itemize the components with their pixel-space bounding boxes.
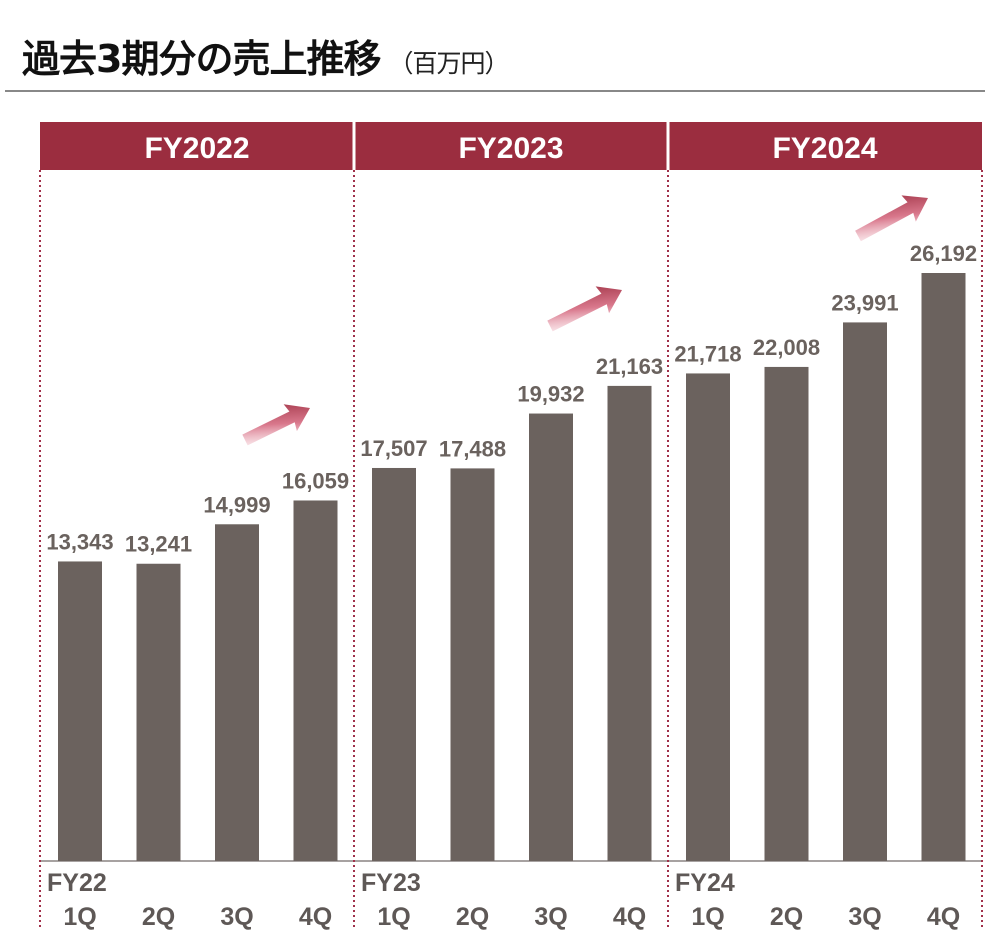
quarter-tick-label: 3Q [848,903,881,931]
year-header-label: FY2024 [772,132,877,165]
unit-label: （百万円） [388,49,509,78]
title-text: 過去3期分の売上推移 [22,37,381,81]
bar [215,524,259,861]
growth-arrow-icon [855,195,928,242]
quarter-tick-label: 2Q [456,903,489,931]
growth-arrow-icon [547,286,622,332]
quarter-tick-label: 1Q [63,903,96,931]
quarter-tick-label: 3Q [220,903,253,931]
year-header-label: FY2022 [144,132,249,165]
bar [529,413,573,861]
data-label: 17,507 [360,436,427,461]
year-header [669,122,982,170]
quarter-tick-label: 1Q [691,903,724,931]
year-axis-label: FY24 [675,869,735,897]
bar [293,500,338,861]
page-title: 過去3期分の売上推移 （百万円） [22,28,509,83]
quarter-tick-label: 4Q [927,903,960,931]
quarter-tick-label: 2Q [142,903,175,931]
year-axis-label: FY22 [47,869,107,897]
year-header [355,122,668,170]
growth-arrow-icon [242,404,311,446]
data-label: 23,991 [831,290,898,315]
data-label: 21,163 [596,354,663,379]
data-label: 22,008 [753,335,820,360]
bar [921,273,966,861]
data-label: 14,999 [203,492,270,517]
quarter-tick-label: 3Q [534,903,567,931]
quarter-tick-label: 2Q [770,903,803,931]
data-label: 13,343 [46,529,113,554]
bar [686,373,730,861]
quarter-tick-label: 4Q [299,903,332,931]
quarter-tick-label: 1Q [377,903,410,931]
bar [372,467,416,861]
data-label: 16,059 [282,468,349,493]
bar [136,563,181,861]
quarter-tick-label: 4Q [613,903,646,931]
year-axis-label: FY23 [361,869,421,897]
bar [450,468,495,861]
bar [607,385,652,861]
bar [843,322,887,861]
data-label: 13,241 [125,532,192,557]
title-divider [5,90,985,92]
bar [764,366,809,861]
data-label: 21,718 [674,341,741,366]
year-header [40,122,354,170]
data-label: 26,192 [910,241,977,266]
year-header-label: FY2023 [458,132,563,165]
bar [58,561,102,861]
data-label: 19,932 [517,382,584,407]
data-label: 17,488 [439,436,506,461]
